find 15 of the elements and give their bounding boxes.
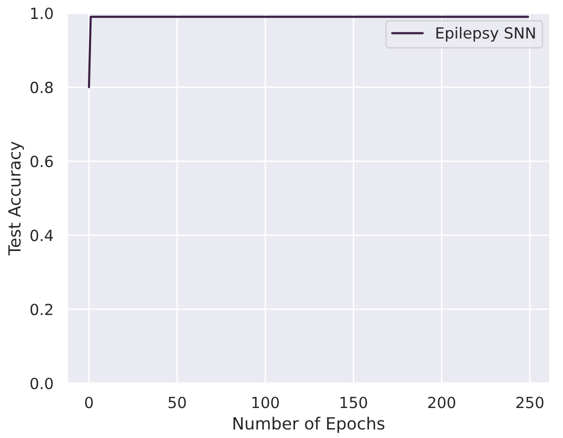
y-axis-title: Test Accuracy [8, 142, 24, 256]
y-tick-label: 0.8 [30, 82, 53, 94]
y-tick-label: 0.0 [30, 378, 53, 390]
x-tick-label: 0 [85, 396, 93, 408]
x-tick-label: 100 [252, 396, 279, 408]
x-axis-title: Number of Epochs [233, 416, 384, 433]
y-tick-label: 0.2 [30, 304, 52, 316]
y-tick-label: 0.6 [30, 156, 53, 168]
x-tick-label: 250 [516, 396, 544, 408]
y-tick-label: 0.4 [30, 230, 53, 242]
x-tick-label: 200 [428, 396, 456, 408]
y-tick-label: 1.0 [31, 8, 53, 20]
legend-label: Epilepsy SNN [436, 26, 535, 42]
x-tick-label: 50 [168, 396, 186, 408]
x-tick-label: 150 [340, 396, 368, 408]
